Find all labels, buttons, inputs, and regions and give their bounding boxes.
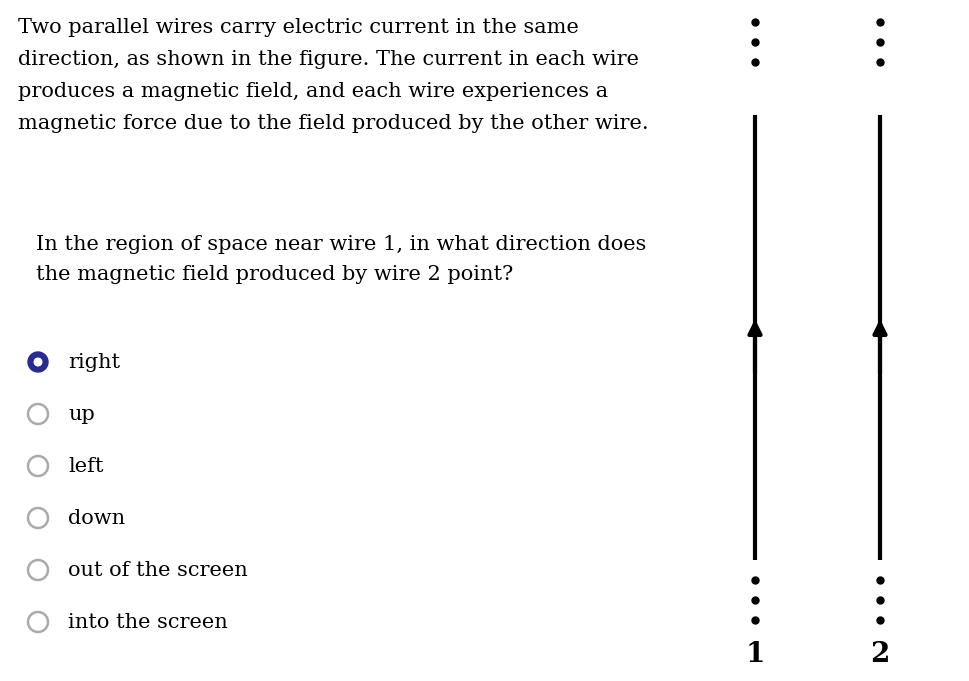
Text: right: right [68,353,120,372]
Text: left: left [68,456,104,475]
Circle shape [28,352,48,372]
Circle shape [34,358,42,366]
Text: In the region of space near wire 1, in what direction does: In the region of space near wire 1, in w… [36,235,646,254]
Text: 2: 2 [870,642,890,669]
Text: Two parallel wires carry electric current in the same: Two parallel wires carry electric curren… [18,18,578,37]
Text: the magnetic field produced by wire 2 point?: the magnetic field produced by wire 2 po… [36,265,514,284]
Text: up: up [68,405,95,424]
Text: into the screen: into the screen [68,612,228,631]
Text: produces a magnetic field, and each wire experiences a: produces a magnetic field, and each wire… [18,82,609,101]
Text: out of the screen: out of the screen [68,560,248,580]
Text: magnetic force due to the field produced by the other wire.: magnetic force due to the field produced… [18,114,648,133]
Text: 1: 1 [745,642,765,669]
Text: down: down [68,509,125,528]
Text: direction, as shown in the figure. The current in each wire: direction, as shown in the figure. The c… [18,50,639,69]
